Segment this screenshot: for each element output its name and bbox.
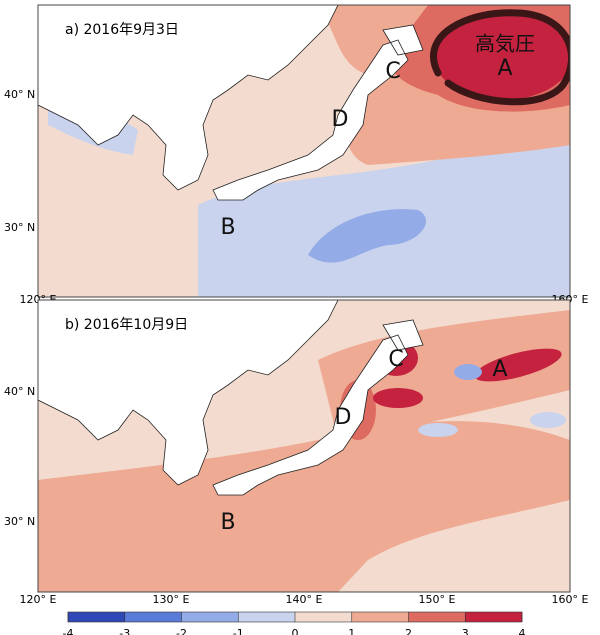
hot-area (373, 388, 423, 408)
lon-label: 130° E (153, 593, 190, 606)
hot-area (474, 348, 562, 382)
colorbar-segment (68, 612, 125, 622)
colorbar-segment (465, 612, 522, 622)
high-pressure-circle (430, 9, 570, 106)
colorbar-tick-label: 4 (519, 627, 526, 635)
region-label: D (335, 405, 352, 430)
lon-label: 120° E (20, 593, 57, 606)
lat-label: 30° N (4, 515, 35, 528)
region-label: C (388, 347, 403, 372)
colorbar-segment (295, 612, 352, 622)
region-label: A (497, 56, 512, 81)
region-label: B (220, 215, 235, 240)
lat-label: 40° N (4, 385, 35, 398)
colorbar-tick-label: -1 (233, 627, 244, 635)
hot-area (433, 10, 570, 100)
colorbar-tick-label: 2 (405, 627, 412, 635)
cold-area (308, 209, 427, 263)
lon-label: 150° E (419, 593, 456, 606)
lat-label: 40° N (4, 88, 35, 101)
colorbar-segment (181, 612, 239, 622)
map-panel: b) 2016年10月9日 A B C D (37, 299, 571, 593)
colorbar-segment (351, 612, 409, 622)
lat-label: 30° N (4, 221, 35, 234)
map-panel: a) 2016年9月3日 高気圧 A B C D (37, 4, 571, 298)
colorbar-segment (238, 612, 295, 622)
colorbar-segment (124, 612, 182, 622)
frame (37, 4, 571, 298)
colorbar-tick-label: -3 (119, 627, 130, 635)
colorbar-segment (408, 612, 466, 622)
colorbar: -4 -3 -2 -1 0 1 2 3 4 (63, 611, 526, 635)
region-label: D (332, 107, 349, 132)
colorbar-tick-label: -2 (176, 627, 187, 635)
region-label: B (220, 510, 235, 535)
cold-area (454, 364, 482, 380)
cold-area (418, 423, 458, 437)
region-label: C (385, 59, 400, 84)
lon-label: 160° E (552, 593, 589, 606)
colorbar-tick-label: -4 (63, 627, 74, 635)
frame (37, 299, 571, 593)
colorbar-tick-label: 3 (462, 627, 469, 635)
panel-title: a) 2016年9月3日 (65, 22, 179, 38)
high-label: 高気圧 (475, 32, 535, 56)
cold-area (530, 412, 566, 428)
lon-label: 140° E (286, 593, 323, 606)
colorbar-tick-label: 0 (292, 627, 299, 635)
panel-title: b) 2016年10月9日 (65, 317, 188, 333)
colorbar-tick-label: 1 (348, 627, 355, 635)
region-label: A (492, 357, 507, 382)
